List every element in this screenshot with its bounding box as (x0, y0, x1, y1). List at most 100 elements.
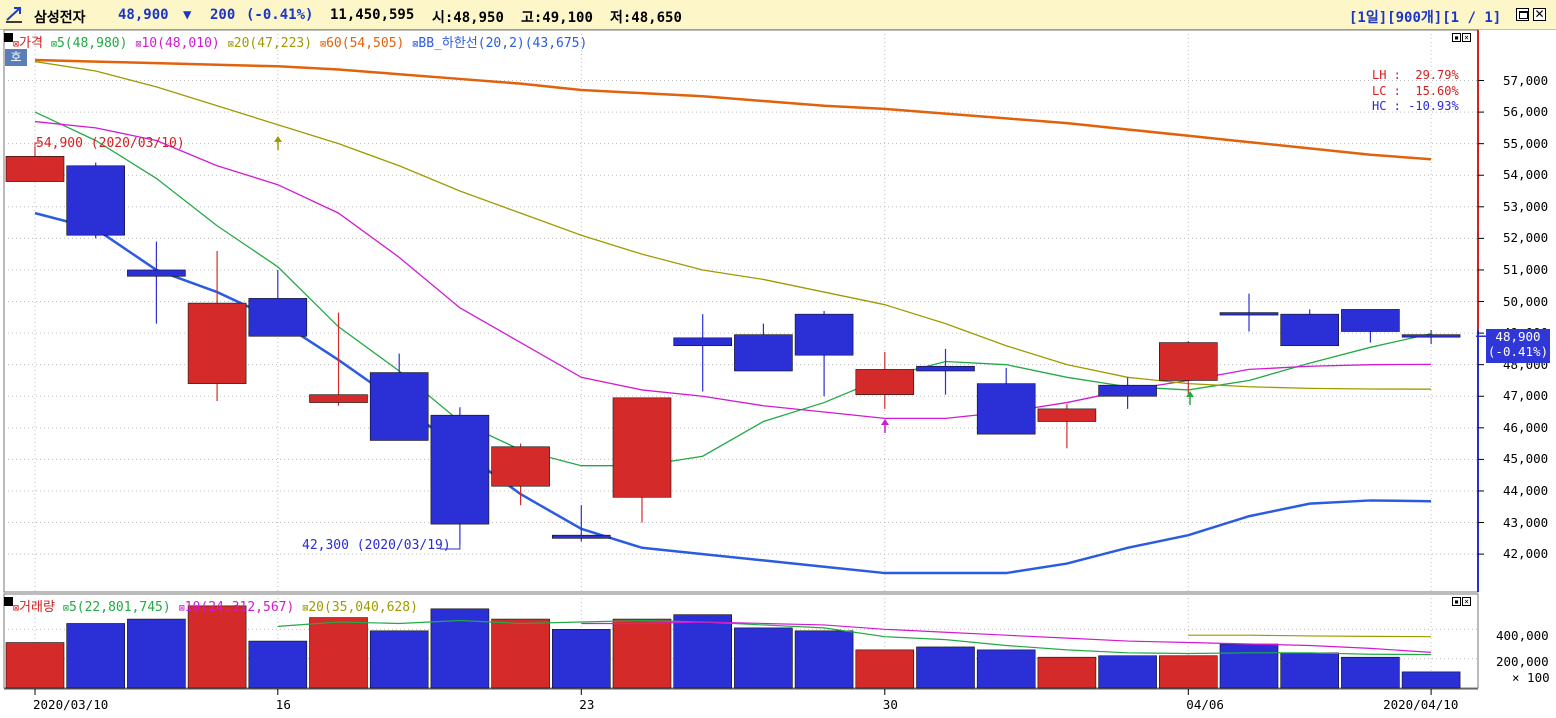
legend-item-5-22-801-745[interactable]: ⊠5(22,801,745) (63, 600, 171, 615)
volume-bar (612, 618, 672, 689)
volume-bar (734, 627, 793, 689)
volume-bar (1159, 655, 1218, 689)
legend-check-icon[interactable]: ⊠ (62, 603, 69, 614)
change-percent: (-0.41%) (246, 7, 314, 23)
chart-tool-icon[interactable] (4, 4, 24, 26)
price-tick-label: 57,000 (1503, 72, 1549, 88)
panel-restore-icon[interactable]: ▪ (1452, 33, 1461, 42)
stock-name: 삼성전자 (34, 10, 86, 26)
volume-bar (127, 618, 186, 689)
candle-body (430, 414, 490, 525)
candle-body (187, 302, 247, 384)
high-price: 고:49,100 (521, 10, 593, 26)
legend-item-10-24-312-567[interactable]: ⊠10(24,312,567) (179, 600, 295, 615)
legend-item-20-47-223[interactable]: ⊠20(47,223) (228, 36, 312, 51)
volume-line-10 (581, 621, 1432, 653)
volume-bar (673, 614, 733, 689)
candle-body (673, 337, 733, 347)
legend-label: 5(22,801,745) (68, 600, 171, 615)
price-tick-label: 44,000 (1503, 482, 1549, 498)
current-price-box: 48,900 (-0.41%) (1486, 329, 1550, 363)
candle-body (734, 334, 793, 372)
legend-item-5-48-980[interactable]: ⊠5(48,980) (51, 36, 127, 51)
candle-body (1037, 408, 1097, 422)
change-amount: 200 (210, 7, 236, 23)
legend-check-icon[interactable]: ⊠ (50, 39, 57, 50)
price-tick-label: 52,000 (1503, 230, 1549, 246)
change-arrow-icon: ▼ (183, 7, 192, 23)
volume-bar (66, 623, 125, 689)
volume-bar (1280, 652, 1339, 689)
chart-decorations (34, 136, 1486, 550)
legend-label: 10(48,010) (141, 36, 220, 51)
legend-label: 20(35,040,628) (308, 600, 418, 615)
legend-check-icon[interactable]: ⊠ (13, 603, 20, 614)
candle-body (369, 372, 429, 441)
legend-item-10-48-010[interactable]: ⊠10(48,010) (135, 36, 219, 51)
legend-item-20-35-040-628[interactable]: ⊠20(35,040,628) (302, 600, 418, 615)
low-annotation: 42,300 (2020/03/19) (302, 538, 451, 553)
legend-check-icon[interactable]: ⊠ (13, 39, 20, 50)
legend-item-[interactable]: ⊠거래량 (13, 600, 55, 615)
series-line-bb-20-2 (34, 211, 1432, 575)
series-line-5 (34, 111, 1432, 467)
volume-line-5 (277, 619, 1432, 656)
candle-body (916, 365, 975, 372)
price-tick-label: 56,000 (1503, 104, 1549, 120)
high-pointer (34, 142, 40, 147)
stat-lc: LC : 15.60% (1372, 84, 1459, 98)
price-panel-buttons: ▪ × (1452, 33, 1472, 43)
legend-check-icon[interactable]: ⊠ (302, 603, 309, 614)
panel-close-icon[interactable]: × (1462, 597, 1471, 606)
legend-check-icon[interactable]: ⊠ (135, 39, 142, 50)
candles (5, 146, 1461, 545)
price-tick-label: 47,000 (1503, 388, 1549, 404)
legend-check-icon[interactable]: ⊠ (412, 39, 419, 50)
price-legend: ⊠가격 ⊠5(48,980) ⊠10(48,010) ⊠20(47,223) ⊠60(5… (4, 32, 587, 51)
candle-body (1159, 342, 1218, 381)
volume-bar (855, 649, 915, 689)
panel-restore-icon[interactable]: ▪ (1452, 597, 1461, 606)
volume-panel-buttons: ▪ × (1452, 597, 1472, 607)
high-annotation: 54,900 (2020/03/10) (36, 136, 185, 151)
legend-check-icon[interactable]: ⊠ (320, 39, 327, 50)
candle-body (5, 155, 65, 182)
volume-average-lines (277, 619, 1432, 656)
date-tick-label: 16 (275, 697, 291, 712)
close-icon[interactable]: ✕ (1533, 7, 1546, 21)
legend-check-icon[interactable]: ⊠ (178, 603, 185, 614)
panel-marker-icon (4, 597, 13, 606)
candle-body (66, 165, 125, 236)
price-tick-label: 53,000 (1503, 198, 1549, 214)
volume-bar (1098, 655, 1157, 689)
price-tick-label: 42,000 (1503, 546, 1549, 562)
candle-body (1280, 313, 1339, 347)
legend-label: 60(54,505) (326, 36, 405, 51)
legend-item-[interactable]: ⊠가격 (13, 36, 43, 51)
price-tick-label: 45,000 (1503, 451, 1549, 467)
legend-item-bb-20-2-43-675[interactable]: ⊠BB_하한선(20,2)(43,675) (412, 36, 587, 51)
volume-line-20 (1188, 634, 1432, 638)
legend-check-icon[interactable]: ⊠ (227, 39, 234, 50)
legend-item-60-54-505[interactable]: ⊠60(54,505) (320, 36, 404, 51)
low-pointer (440, 544, 461, 550)
candle-body (1098, 384, 1157, 397)
maximize-icon[interactable] (1516, 8, 1529, 21)
volume-bar (1037, 656, 1097, 689)
period-info[interactable]: [1일][900개][1 / 1] (1349, 10, 1502, 26)
candle-body (309, 394, 368, 403)
golden-cross-arrow-icon-head (881, 419, 889, 425)
volume-bar (309, 617, 368, 689)
quote-bar: 삼성전자 48,900 ▼ 200 (-0.41%) 11,450,595 시:… (0, 0, 1556, 30)
legend-label: 20(47,223) (233, 36, 313, 51)
volume-tick-400k: 400,000 (1496, 628, 1549, 643)
volume-bar (5, 642, 65, 689)
panel-close-icon[interactable]: × (1462, 33, 1471, 42)
stat-hc: HC : -10.93% (1372, 99, 1459, 113)
candle-body (1341, 309, 1400, 332)
candle-body (1401, 334, 1461, 338)
legend-label: 10(24,312,567) (184, 600, 295, 615)
ho-button[interactable]: 호 (5, 49, 27, 66)
low-price: 저:48,650 (610, 10, 682, 26)
current-price-box-value: 48,900 (1495, 329, 1541, 344)
